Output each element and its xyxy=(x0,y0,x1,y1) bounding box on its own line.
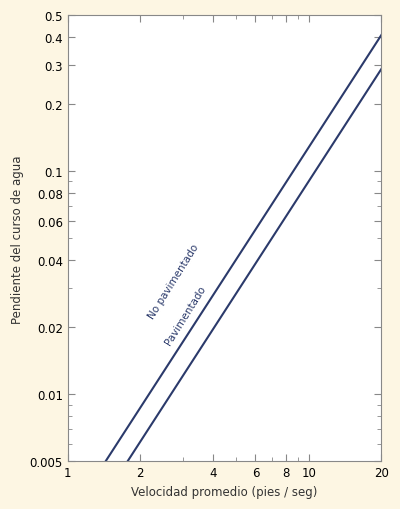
X-axis label: Velocidad promedio (pies / seg): Velocidad promedio (pies / seg) xyxy=(132,485,318,498)
Y-axis label: Pendiente del curso de agua: Pendiente del curso de agua xyxy=(11,155,24,323)
Text: No pavimentado: No pavimentado xyxy=(146,242,201,321)
Text: Pavimentado: Pavimentado xyxy=(163,284,208,346)
